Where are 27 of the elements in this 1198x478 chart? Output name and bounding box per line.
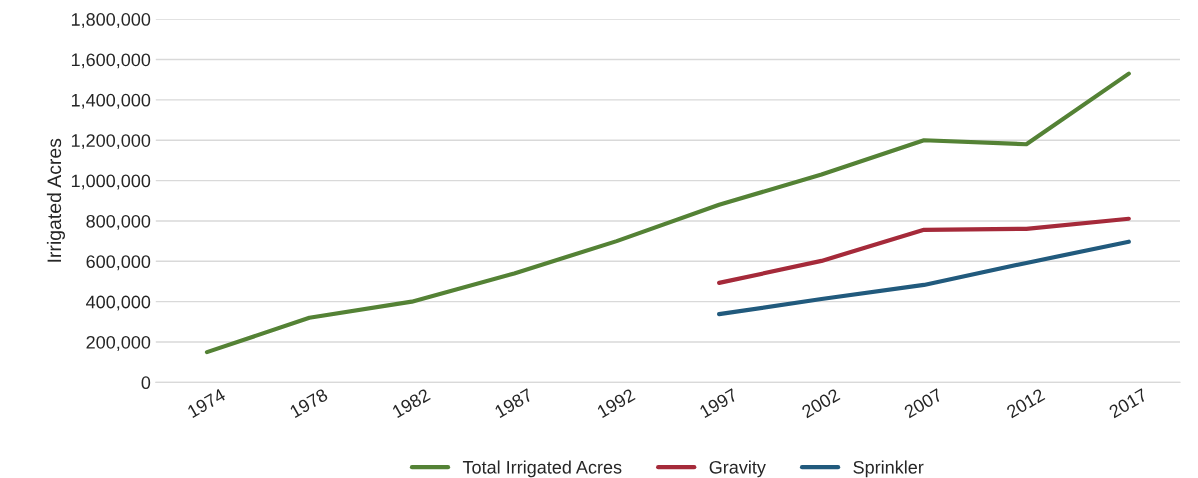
x-tick-label: 2012 (1005, 388, 1046, 419)
legend-label: Gravity (709, 460, 766, 478)
y-tick-label: 1,400,000 (71, 93, 151, 109)
x-tick-label: 1992 (596, 388, 636, 419)
x-tick-label: 1997 (698, 388, 739, 419)
x-tick-label: 2017 (1108, 388, 1148, 419)
y-tick-label: 1,600,000 (71, 53, 151, 69)
y-tick-label: 1,200,000 (71, 134, 151, 150)
x-tick-label: 1982 (391, 388, 431, 419)
line-series (717, 216, 1131, 285)
x-tick-label: 1987 (494, 388, 534, 419)
line-series (717, 239, 1131, 317)
y-tick-label: 800,000 (86, 214, 151, 230)
x-tick-label: 2007 (903, 388, 943, 419)
y-tick-label: 1,800,000 (71, 13, 151, 28)
y-tick-label: 400,000 (86, 295, 151, 311)
legend-label: Total Irrigated Acres (462, 460, 622, 478)
y-tick-label: 1,000,000 (71, 174, 151, 190)
x-tick-label: 1974 (186, 387, 227, 419)
x-tick-label: 1978 (289, 388, 329, 419)
legend-label: Sprinkler (853, 460, 924, 478)
y-tick-label: 200,000 (86, 335, 151, 351)
x-tick-label: 2002 (800, 388, 841, 419)
line-series (204, 71, 1131, 355)
y-tick-label: 0 (141, 376, 151, 390)
y-axis-title: Irrigated Acres (46, 138, 66, 262)
y-tick-label: 600,000 (86, 255, 151, 271)
